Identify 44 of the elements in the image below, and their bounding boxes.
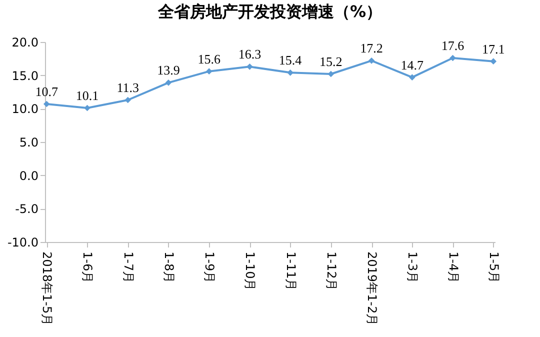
y-tick-label: 20.0 (12, 36, 38, 50)
x-tick-label: 1-12月 (324, 252, 338, 291)
point (408, 74, 416, 80)
y-tick-label: 5.0 (19, 136, 38, 150)
x-tick-label: 1-6月 (80, 252, 95, 284)
data-label: 13.9 (157, 62, 180, 78)
x-tick-label: 1-10月 (243, 252, 258, 291)
point (206, 68, 212, 74)
point (84, 104, 90, 112)
x-tick-label: 1-7月 (121, 252, 136, 284)
point (165, 80, 172, 86)
data-label: 14.7 (400, 57, 424, 72)
data-label: 15.6 (198, 51, 221, 66)
y-tick-label: 0.0 (19, 168, 38, 183)
point (490, 58, 497, 64)
y-tick-label: -10.0 (7, 236, 38, 250)
y-tick-label: -5.0 (15, 202, 38, 216)
y-tick-label: 10.0 (12, 102, 38, 116)
x-tick-label: 1-8月 (162, 252, 176, 284)
data-label: 17.6 (441, 38, 465, 53)
data-label: 11.3 (116, 80, 139, 95)
data-label: 10.1 (76, 88, 99, 103)
point (368, 58, 375, 64)
point (450, 54, 456, 62)
x-tick-label: 1-4月 (446, 252, 460, 284)
x-tick-label: 1-9月 (202, 252, 217, 284)
x-tick-label: 1-3月 (406, 252, 420, 284)
data-label: 10.7 (35, 84, 58, 99)
x-tick-label: 1-11月 (284, 252, 298, 291)
data-label: 17.1 (482, 41, 505, 56)
data-label: 16.3 (238, 46, 262, 62)
x-tick-label: 2019年1-2月 (365, 252, 380, 326)
point (43, 100, 50, 108)
point (328, 70, 334, 78)
y-tick-label: 15.0 (12, 68, 38, 83)
x-tick-label: 2018年1-5月 (40, 252, 54, 326)
point (246, 64, 253, 70)
data-label: 17.2 (360, 40, 383, 56)
x-tick-label: 1-5月 (486, 252, 501, 284)
data-label: 15.4 (278, 52, 302, 68)
data-label: 15.2 (320, 54, 342, 69)
chart-title: 全省房地产开发投资增速（%） (156, 2, 382, 21)
point (124, 96, 132, 104)
point (287, 70, 294, 76)
